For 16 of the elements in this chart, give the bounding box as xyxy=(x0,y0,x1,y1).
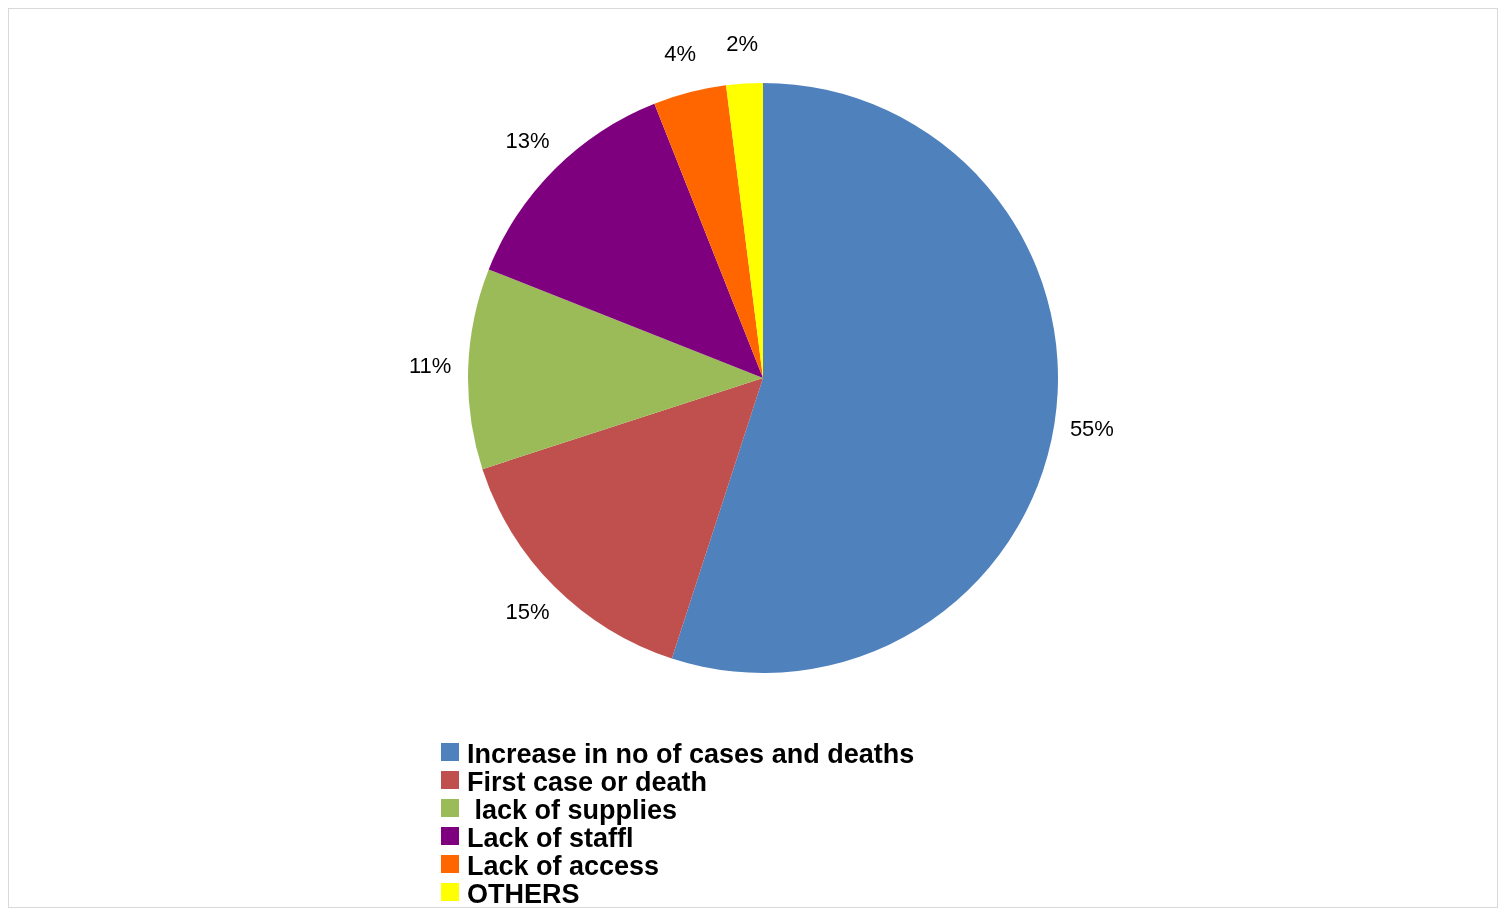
pie-slice xyxy=(482,378,763,659)
legend-label: lack of supplies xyxy=(467,795,678,825)
data-label: 13% xyxy=(505,128,550,154)
data-label: 55% xyxy=(1069,415,1114,441)
legend-label: Lack of access xyxy=(467,851,660,881)
data-label: 4% xyxy=(664,41,697,67)
data-label: 11% xyxy=(408,353,452,379)
legend-label: First case or death xyxy=(467,767,708,797)
pie-slice xyxy=(488,103,763,378)
data-label: 2% xyxy=(726,31,758,57)
legend-label: OTHERS xyxy=(467,879,580,909)
pie-slice xyxy=(671,83,1058,673)
legend-label: Increase in no of cases and deaths xyxy=(467,739,915,769)
data-label: 15% xyxy=(505,599,550,625)
pie-slice xyxy=(654,85,763,378)
pie-slice xyxy=(468,269,763,470)
